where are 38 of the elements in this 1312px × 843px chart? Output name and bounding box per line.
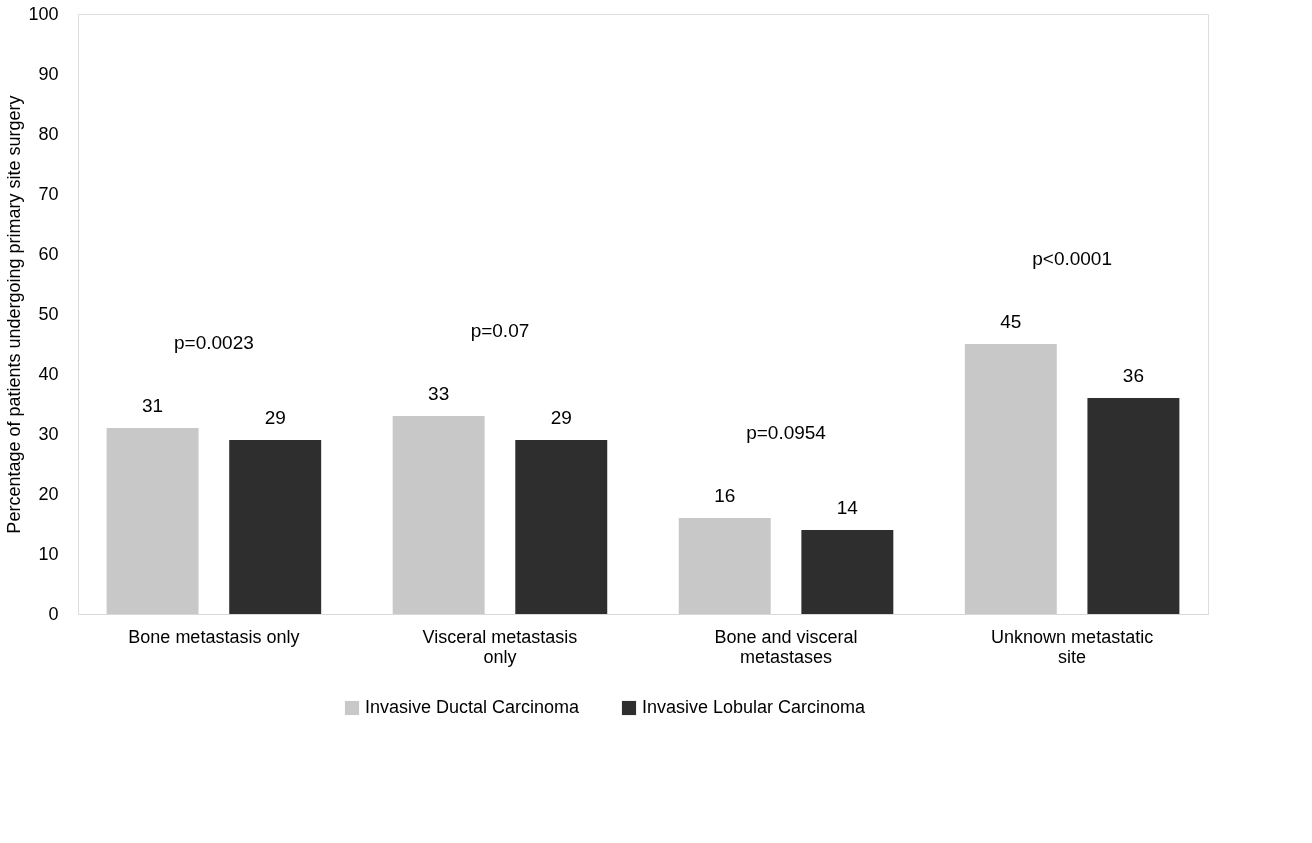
legend-label: Invasive Ductal Carcinoma xyxy=(365,697,581,717)
legend-label: Invasive Lobular Carcinoma xyxy=(642,697,867,717)
y-tick-label: 50 xyxy=(38,303,59,324)
annotation: p=0.0954 xyxy=(746,422,827,443)
y-tick-label: 20 xyxy=(38,483,59,504)
bar xyxy=(106,428,199,614)
x-tick-label: Visceral metastasis only xyxy=(422,626,578,667)
data-label: 31 xyxy=(142,395,164,416)
data-label: 29 xyxy=(550,407,572,428)
y-tick-label: 80 xyxy=(38,123,59,144)
y-tick-label: 40 xyxy=(38,363,59,384)
annotation: p<0.0001 xyxy=(1032,248,1112,269)
bar xyxy=(515,440,608,614)
y-tick-label: 100 xyxy=(28,3,59,24)
bar xyxy=(1087,398,1180,614)
x-tick-label: Bone and visceral metastases xyxy=(714,626,858,667)
bar xyxy=(678,518,771,614)
y-tick-label: 30 xyxy=(38,423,59,444)
x-tick-label: Unknown metastatic site xyxy=(991,626,1154,667)
data-label: 33 xyxy=(428,383,450,404)
bar xyxy=(801,530,894,614)
data-label: 29 xyxy=(264,407,286,428)
data-label: 45 xyxy=(1000,311,1022,332)
annotation: p=0.07 xyxy=(470,320,530,341)
data-label: 36 xyxy=(1122,365,1144,386)
y-tick-label: 90 xyxy=(38,63,59,84)
y-tick-label: 10 xyxy=(38,543,59,564)
data-label: 16 xyxy=(714,485,736,506)
y-tick-label: 0 xyxy=(48,603,59,624)
bar xyxy=(392,416,485,614)
bar xyxy=(964,344,1057,614)
y-axis-title: Percentage of patients undergoing primary site surgery xyxy=(4,95,25,534)
annotation: p=0.0023 xyxy=(174,332,254,353)
y-tick-label: 70 xyxy=(38,183,59,204)
data-label: 14 xyxy=(836,497,859,518)
y-tick-label: 60 xyxy=(38,243,59,264)
x-tick-label: Bone metastasis only xyxy=(128,626,300,647)
bar xyxy=(229,440,322,614)
